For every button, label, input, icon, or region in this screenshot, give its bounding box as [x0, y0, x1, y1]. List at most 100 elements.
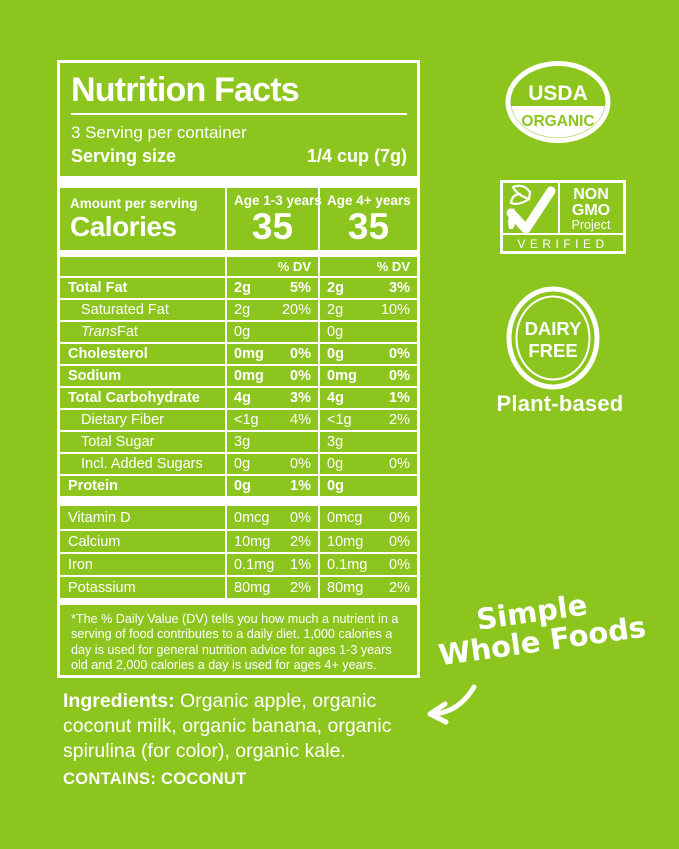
- allergen-statement: CONTAINS: COCONUT: [63, 770, 247, 788]
- nutrient-label: Trans Fat: [81, 324, 138, 341]
- amount: 0g: [327, 456, 344, 473]
- title-divider: [71, 112, 407, 115]
- amount: 2g: [327, 302, 344, 319]
- amount: 80mg: [234, 579, 271, 596]
- row-calcium: Calcium 10mg 2% 10mg 0%: [60, 529, 417, 553]
- calories-section: Amount per serving Calories Age 1-3 year…: [60, 188, 417, 251]
- row-iron: Iron 0.1mg 1% 0.1mg 0%: [60, 552, 417, 576]
- row-saturated-fat: Saturated Fat 2g 20% 2g 10%: [60, 298, 417, 321]
- dairy-free-inner-ring: [515, 295, 591, 381]
- dv: 0%: [290, 509, 311, 526]
- ingredients-label: Ingredients:: [63, 690, 175, 712]
- daily-value-footnote: *The % Daily Value (DV) tells you how mu…: [71, 612, 399, 673]
- amount: 2g: [234, 280, 251, 297]
- amount: <1g: [327, 412, 352, 429]
- dv: 0%: [389, 509, 410, 526]
- dv: 3%: [290, 390, 311, 407]
- amount: 0mcg: [327, 509, 363, 526]
- amount: 0.1mg: [327, 556, 368, 573]
- amount: 0g: [234, 324, 251, 341]
- amount: 2g: [327, 280, 344, 297]
- dv: 5%: [290, 280, 311, 297]
- amount: <1g: [234, 412, 259, 429]
- medium-divider: [60, 250, 417, 258]
- nutrient-label: Total Carbohydrate: [68, 390, 200, 407]
- dv: 4%: [290, 412, 311, 429]
- row-protein: Protein 0g 1% 0g: [60, 474, 417, 497]
- amount: 0g: [327, 324, 344, 341]
- age-4plus-header: Age 4+ years: [327, 193, 411, 209]
- dv: 20%: [281, 302, 311, 319]
- thick-divider: [60, 176, 417, 189]
- usda-seal-ring: [505, 61, 611, 143]
- amount: 4g: [234, 390, 251, 407]
- nutrient-label: Total Fat: [68, 280, 128, 297]
- row-total-carbohydrate: Total Carbohydrate 4g 3% 4g 1%: [60, 386, 417, 409]
- dv: 2%: [389, 579, 410, 596]
- non-gmo-badge: NON GMO Project VERIFIED: [500, 180, 626, 254]
- dv: 2%: [290, 579, 311, 596]
- row-sodium: Sodium 0mg 0% 0mg 0%: [60, 364, 417, 387]
- free-text: FREE: [528, 340, 577, 361]
- dv: 2%: [290, 533, 311, 550]
- medium-divider: [60, 598, 417, 606]
- nutrient-label: Iron: [68, 556, 93, 573]
- amount: 80mg: [327, 579, 364, 596]
- nutrient-label: Potassium: [68, 579, 136, 596]
- amount: 0g: [234, 456, 251, 473]
- dv: 3%: [389, 280, 410, 297]
- amount: 0mg: [327, 368, 357, 385]
- amount: 10mg: [234, 533, 271, 550]
- butterfly-checkmark-icon: [506, 184, 556, 234]
- usda-text: USDA: [528, 82, 588, 105]
- nutrient-label: Vitamin D: [68, 509, 131, 526]
- nutrient-label: Cholesterol: [68, 346, 148, 363]
- dv: 1%: [389, 390, 410, 407]
- servings-per-container: 3 Serving per container: [71, 122, 247, 142]
- amount: 2g: [234, 302, 251, 319]
- dv: 0%: [290, 456, 311, 473]
- ingredients-block: Ingredients: Organic apple, organic coco…: [63, 689, 431, 792]
- thick-divider: [60, 496, 417, 507]
- amount: 0mg: [234, 346, 264, 363]
- dv: 0%: [389, 556, 410, 573]
- tagline: Simple Whole Foods: [433, 584, 648, 673]
- amount: 0g: [327, 478, 344, 495]
- row-potassium: Potassium 80mg 2% 80mg 2%: [60, 575, 417, 599]
- dv: 0%: [290, 346, 311, 363]
- row-vitamin-d: Vitamin D 0mcg 0% 0mcg 0%: [60, 506, 417, 530]
- dairy-free-outer-ring: [506, 286, 600, 390]
- row-trans-fat: Trans Fat 0g 0g: [60, 320, 417, 343]
- amount-per-serving-label: Amount per serving: [70, 195, 198, 211]
- usda-organic-badge: USDA ORGANIC: [505, 61, 611, 143]
- dv: 0%: [389, 533, 410, 550]
- nutrient-label: Dietary Fiber: [81, 412, 164, 429]
- row-total-fat: Total Fat 2g 5% 2g 3%: [60, 276, 417, 299]
- calories-value-age-4plus: 35: [347, 206, 390, 248]
- amount: 4g: [327, 390, 344, 407]
- age-1-3-header: Age 1-3 years: [234, 193, 322, 209]
- project-text: Project: [572, 218, 611, 232]
- nutrient-label: Incl. Added Sugars: [81, 456, 203, 473]
- dv: 0%: [290, 368, 311, 385]
- gmo-text: GMO: [572, 202, 610, 219]
- serving-size-row: Serving size 1/4 cup (7g): [71, 146, 407, 167]
- dv: 0%: [389, 368, 410, 385]
- nutrition-facts-panel: Nutrition Facts 3 Serving per container …: [57, 60, 420, 678]
- amount: 3g: [327, 434, 344, 451]
- dv: 1%: [290, 478, 311, 495]
- calories-label-cell: Amount per serving Calories: [60, 188, 225, 250]
- calories-col-age-1-3: Age 1-3 years 35: [225, 188, 322, 251]
- non-text: NON: [573, 186, 609, 203]
- row-dietary-fiber: Dietary Fiber <1g 4% <1g 2%: [60, 408, 417, 431]
- percent-dv-header-row: % DV % DV: [60, 257, 417, 277]
- dv: 0%: [389, 456, 410, 473]
- organic-text: ORGANIC: [521, 113, 594, 130]
- amount: 0g: [327, 346, 344, 363]
- ingredients-text: Organic apple, organic coconut milk, org…: [63, 690, 392, 762]
- row-total-sugar: Total Sugar 3g 3g: [60, 430, 417, 453]
- amount: 0mg: [234, 368, 264, 385]
- nutrient-label: Sodium: [68, 368, 122, 385]
- amount: 10mg: [327, 533, 364, 550]
